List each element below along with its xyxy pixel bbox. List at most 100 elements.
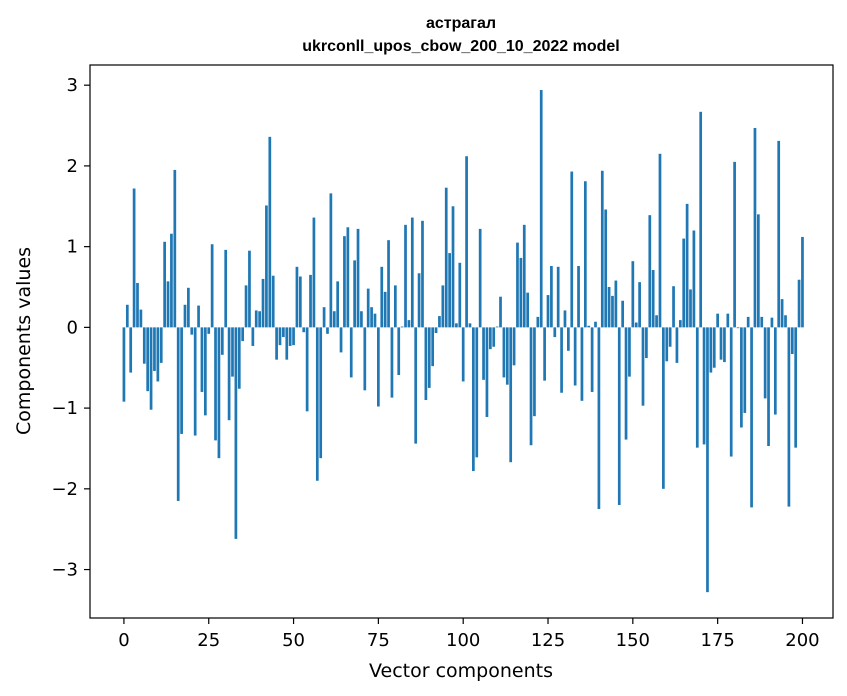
bar <box>166 281 170 328</box>
bar <box>163 241 166 328</box>
bar <box>668 327 672 347</box>
bar <box>695 327 699 448</box>
bar <box>434 327 438 334</box>
bar <box>753 127 757 328</box>
bar <box>343 236 346 328</box>
bar <box>777 140 781 328</box>
x-axis-label: Vector components <box>369 660 553 682</box>
bar <box>624 327 628 440</box>
bar <box>600 170 604 328</box>
bar <box>309 274 312 328</box>
bar <box>122 327 126 402</box>
bar <box>390 327 394 398</box>
bar <box>509 327 513 463</box>
bar <box>729 327 733 457</box>
bar <box>733 161 736 328</box>
bar <box>258 311 261 328</box>
bar <box>197 305 200 328</box>
bar <box>475 327 479 458</box>
bar <box>210 244 214 328</box>
bar <box>743 327 747 413</box>
bar <box>288 327 292 346</box>
bar <box>237 327 241 389</box>
bar <box>567 327 570 351</box>
bar <box>373 313 377 328</box>
bar <box>125 304 129 328</box>
bar <box>519 257 523 328</box>
bar <box>271 275 275 328</box>
bar <box>638 282 641 328</box>
bar <box>383 291 387 328</box>
y-tick-label: −2 <box>51 479 78 500</box>
x-tick-label: 0 <box>118 630 129 651</box>
bar <box>723 327 726 363</box>
bar <box>597 327 601 510</box>
bar <box>482 327 485 380</box>
bar <box>685 203 689 328</box>
bar <box>377 327 380 407</box>
y-axis: −3 −2 −1 0 1 2 3 <box>51 75 90 581</box>
bar <box>451 206 455 328</box>
bar <box>533 327 536 417</box>
bar <box>760 316 764 328</box>
bar <box>790 327 794 355</box>
bar <box>254 310 258 328</box>
bar <box>366 288 370 328</box>
bar <box>146 327 150 392</box>
bar <box>797 279 801 328</box>
bar <box>726 313 730 328</box>
bar <box>757 214 760 328</box>
bar <box>706 327 709 593</box>
y-tick-label: −3 <box>51 560 78 581</box>
bar <box>583 181 587 328</box>
x-tick-label: 150 <box>616 630 650 651</box>
bar <box>410 217 414 328</box>
bar <box>278 327 282 346</box>
bar <box>658 153 662 328</box>
bar <box>641 327 645 406</box>
bar <box>628 327 631 377</box>
bar <box>417 273 421 328</box>
bar <box>139 309 143 328</box>
x-tick-label: 175 <box>700 630 734 651</box>
bar <box>427 327 431 388</box>
bar <box>740 327 743 428</box>
bar <box>672 286 675 328</box>
x-tick-label: 75 <box>367 630 390 651</box>
bar <box>773 327 777 415</box>
bar <box>678 320 682 328</box>
bar <box>332 311 336 328</box>
bar <box>190 327 194 335</box>
bar <box>468 323 472 328</box>
bar <box>234 327 238 539</box>
bar <box>136 282 139 328</box>
bar <box>346 227 350 328</box>
bar <box>244 285 248 328</box>
bar <box>529 327 533 446</box>
bar <box>200 327 204 392</box>
bar <box>794 327 798 448</box>
bar <box>478 228 482 328</box>
bar <box>563 310 567 328</box>
bar <box>692 230 696 328</box>
bar <box>801 236 804 328</box>
bar <box>767 327 770 447</box>
bar <box>607 287 611 328</box>
bar <box>176 327 180 501</box>
bar <box>617 327 621 505</box>
bar <box>665 327 669 362</box>
bar <box>214 327 217 441</box>
bar <box>227 327 231 421</box>
bar <box>594 321 597 328</box>
bar <box>393 285 397 328</box>
bar <box>716 313 719 328</box>
bar <box>709 327 713 373</box>
bar <box>536 316 540 328</box>
bar <box>712 327 716 368</box>
bar <box>631 261 635 328</box>
bar <box>370 307 373 328</box>
bar <box>220 327 224 355</box>
x-tick-label: 25 <box>197 630 220 651</box>
bar <box>424 327 428 401</box>
bar <box>645 327 648 359</box>
